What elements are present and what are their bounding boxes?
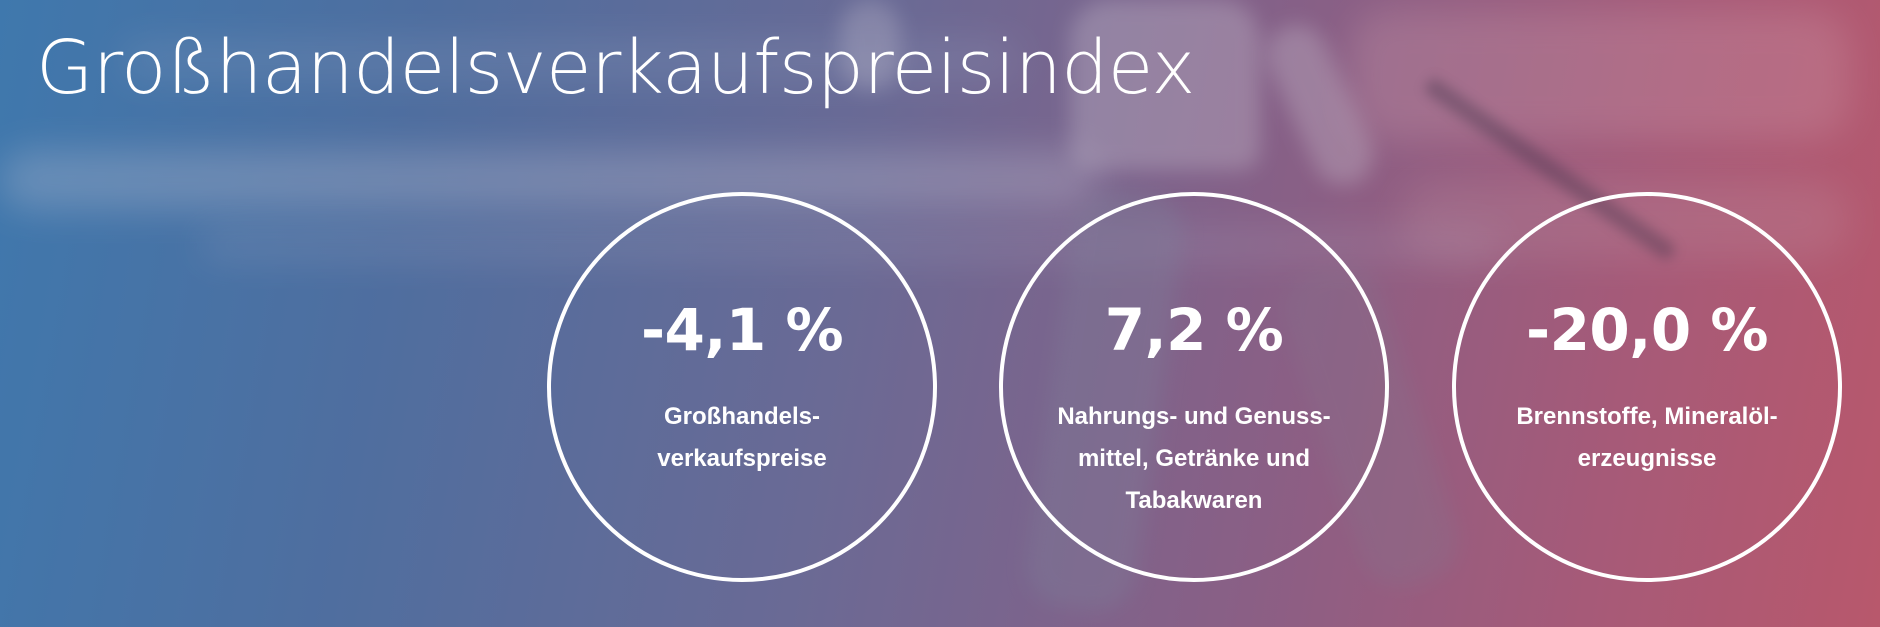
stat-label: Brennstoffe, Mineralöl- erzeugnisse xyxy=(1516,403,1778,472)
stat-value: -20,0 % xyxy=(1526,296,1768,364)
stat-label: Großhandels- verkaufspreise xyxy=(657,403,827,472)
stat-circle-food-beverages-tobacco: 7,2 % Nahrungs- und Genuss- mittel, Getr… xyxy=(999,192,1389,582)
stat-label: Nahrungs- und Genuss- mittel, Getränke u… xyxy=(1057,403,1331,514)
page-title: Großhandelsverkaufspreisindex xyxy=(36,25,1195,111)
stat-value: -4,1 % xyxy=(640,296,844,364)
stat-value: 7,2 % xyxy=(1104,296,1284,364)
stat-circle-wholesale-prices: -4,1 % Großhandels- verkaufspreise xyxy=(547,192,937,582)
stat-circle-fuels-mineral-oil: -20,0 % Brennstoffe, Mineralöl- erzeugni… xyxy=(1452,192,1842,582)
